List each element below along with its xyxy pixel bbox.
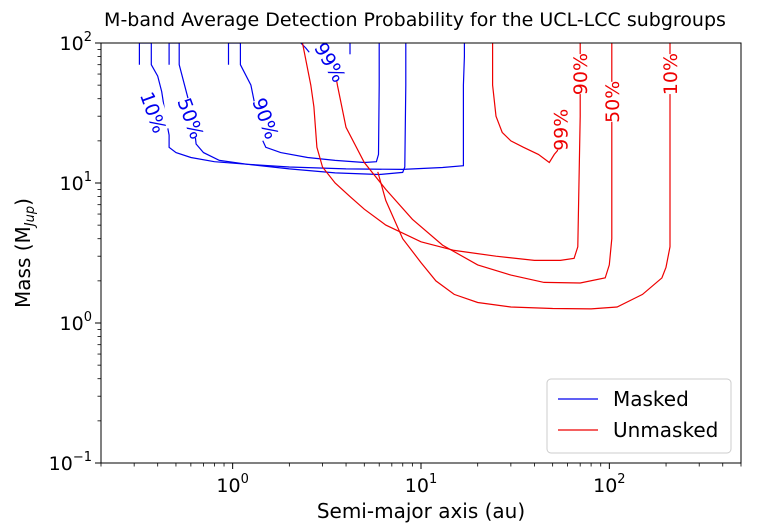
contour-unmasked-7 [301,43,581,261]
x-axis-label: Semi-major axis (au) [317,499,525,523]
x-tick-label: 101 [405,472,437,497]
x-tick-label: 100 [216,472,248,497]
contour-label-bg [568,54,593,95]
contour-label-group-5: 10% [658,53,682,95]
axes: 100 101 102 10−1 100 101 102 [49,30,742,497]
contour-masked-3 [300,43,310,53]
y-axis-label: Mass (MJup) [11,198,38,308]
y-tick-label: 101 [60,170,92,195]
contour-masked-1 [168,43,407,176]
contour-label-group-1: 50% [172,95,210,142]
contour-label: 90% [570,53,592,95]
contour-label-group-3: 99% [309,38,351,86]
contour-label: 50% [602,81,624,123]
y-tick-label: 10−1 [49,450,92,475]
y-tick-label: 102 [60,30,92,55]
contour-label-group-7: 90% [568,53,593,95]
contour-label-group-2: 90% [247,95,284,142]
x-tick-label: 102 [593,472,625,497]
contour-label: 99% [550,109,572,151]
contour-label-group-6: 50% [599,81,624,123]
y-axis-label-main: Mass (M [11,226,35,308]
contour-label-bg [247,95,284,142]
legend-label-unmasked: Unmasked [613,418,718,442]
contour-label-bg [172,95,210,142]
contour-label: 90% [247,95,282,142]
legend-label-masked: Masked [613,387,689,411]
chart-title: M-band Average Detection Probability for… [104,9,726,31]
contour-masked-0 [138,43,465,171]
legend-box [546,378,732,454]
contour-label-bg [309,38,351,86]
plot-area [138,43,671,310]
contour-label-bg [135,89,172,136]
contour-label-group-8: 99% [548,109,573,151]
contour-label: 10% [660,53,682,95]
y-tick-label: 100 [60,310,92,335]
legend: Masked Unmasked [546,378,732,454]
contour-label-bg [658,54,682,95]
y-axis-label-close: ) [11,198,35,206]
contour-label-bg [599,81,624,122]
contour-label-bg [548,109,573,150]
y-axis-label-sub: Jup [23,206,38,229]
contour-unmasked-6 [329,43,613,284]
contour-label-group-0: 10% [135,89,172,136]
contour-unmasked-5 [377,43,671,310]
contour-masked-2 [227,43,380,164]
contour-label: 10% [135,89,170,136]
contour-label: 50% [172,95,207,142]
contour-labels: 10% 50% 90%99% 10%50%90%99% [135,38,682,151]
